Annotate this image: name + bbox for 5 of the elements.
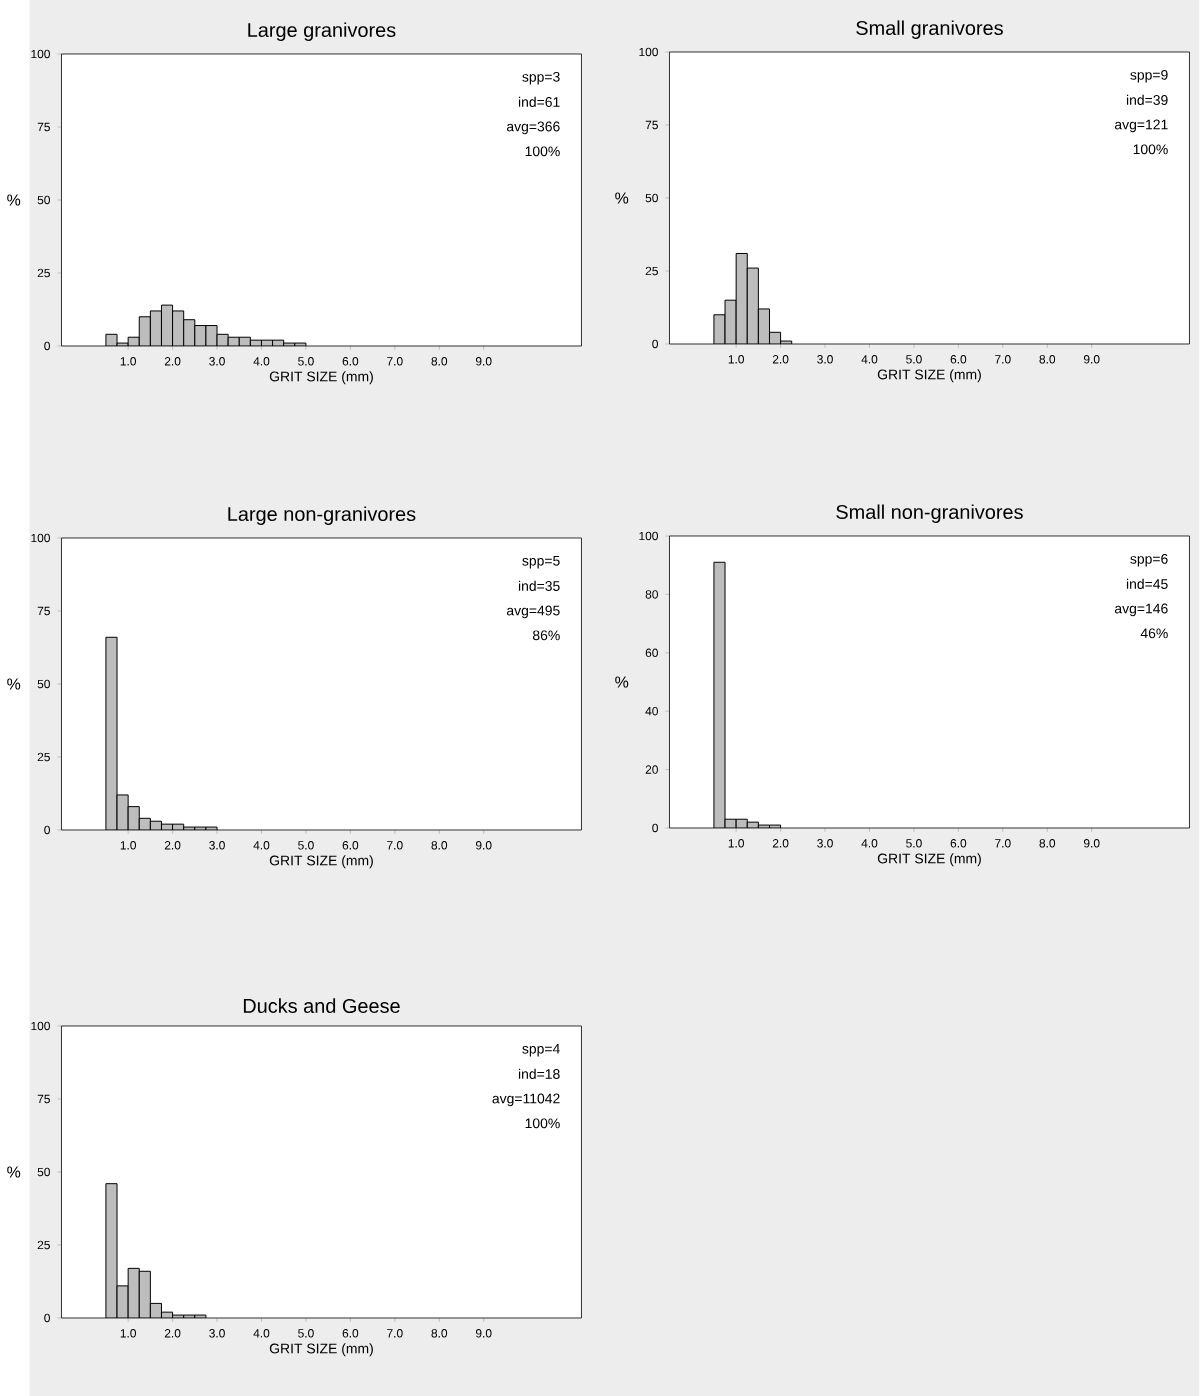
chart-title: Small granivores (856, 20, 1004, 39)
chart-title: Ducks and Geese (244, 998, 400, 1013)
chart-title: Large granivores (248, 22, 396, 41)
chart-title: Small non-granivores (836, 504, 1024, 523)
chart-title: Large non-granivores (228, 506, 416, 525)
